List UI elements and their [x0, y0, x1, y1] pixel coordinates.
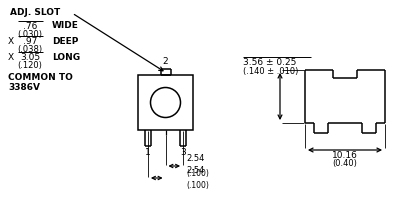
Text: LONG: LONG [52, 53, 80, 61]
Text: (.038): (.038) [18, 45, 42, 54]
Text: (.100): (.100) [186, 181, 209, 190]
Circle shape [150, 87, 180, 118]
Text: 3: 3 [180, 148, 186, 157]
Text: 3.56 ± 0.25: 3.56 ± 0.25 [243, 58, 296, 67]
Text: (.140 ± .010): (.140 ± .010) [243, 67, 298, 76]
Text: X: X [8, 53, 14, 61]
Text: (0.40): (0.40) [332, 159, 358, 168]
Text: 3.05: 3.05 [20, 53, 40, 62]
Text: 2.54: 2.54 [186, 154, 204, 163]
Bar [138, 75, 193, 130]
Text: 1: 1 [145, 148, 151, 157]
Text: .97: .97 [23, 37, 37, 46]
Text: COMMON TO
3386V: COMMON TO 3386V [8, 73, 73, 92]
Text: 2: 2 [163, 57, 168, 66]
Text: (.030): (.030) [18, 30, 42, 39]
Text: 2.54: 2.54 [186, 166, 204, 175]
Text: 10.16: 10.16 [332, 151, 358, 160]
Text: ADJ. SLOT: ADJ. SLOT [10, 8, 60, 17]
Text: X: X [8, 36, 14, 46]
Text: .76: .76 [23, 22, 37, 31]
Text: (.100): (.100) [186, 169, 209, 178]
Text: WIDE: WIDE [52, 22, 79, 31]
Text: DEEP: DEEP [52, 36, 78, 46]
Text: (.120): (.120) [18, 61, 42, 70]
